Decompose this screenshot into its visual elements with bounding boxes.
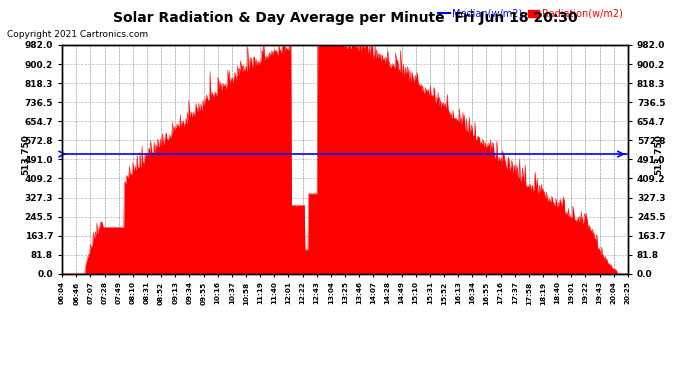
Legend: Median(w/m2), Radiation(w/m2): Median(w/m2), Radiation(w/m2)	[438, 9, 623, 19]
Text: Copyright 2021 Cartronics.com: Copyright 2021 Cartronics.com	[7, 30, 148, 39]
Text: 513.750: 513.750	[21, 134, 30, 174]
Text: Solar Radiation & Day Average per Minute  Fri Jun 18 20:30: Solar Radiation & Day Average per Minute…	[112, 11, 578, 25]
Text: 513.750: 513.750	[655, 134, 664, 174]
